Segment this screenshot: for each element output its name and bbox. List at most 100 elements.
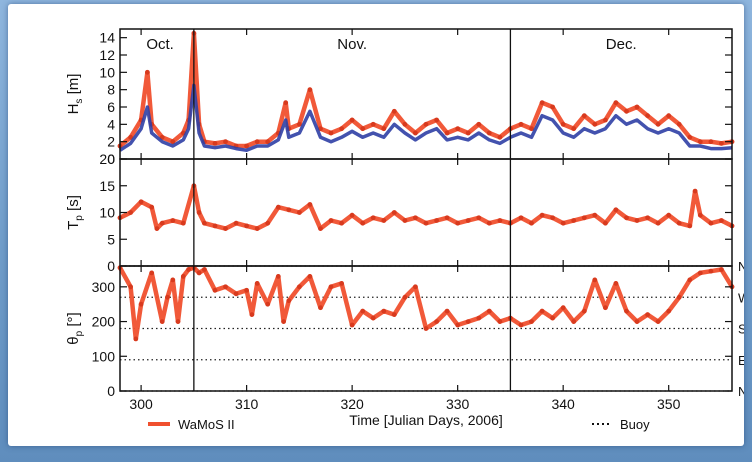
data-point [381, 126, 387, 132]
y-axis-label: Hs [m] [65, 74, 85, 115]
data-point [676, 294, 682, 300]
data-point [687, 134, 693, 140]
data-point [196, 210, 202, 215]
data-point [370, 215, 376, 221]
data-point [297, 284, 302, 290]
data-point [560, 305, 566, 311]
data-point [275, 274, 281, 279]
data-point [339, 126, 344, 132]
data-point [434, 218, 439, 223]
y-axis-label: θp [°] [65, 312, 85, 344]
data-point [634, 319, 640, 324]
data-point [339, 220, 344, 226]
data-point [465, 218, 471, 223]
data-point [413, 284, 418, 290]
data-point [149, 270, 155, 276]
data-point [560, 121, 566, 127]
series-line [117, 31, 735, 149]
data-point [613, 207, 619, 213]
data-point [402, 294, 408, 300]
data-point [318, 305, 323, 311]
legend-label-buoy: Buoy [620, 417, 650, 432]
data-point [128, 284, 133, 290]
data-point [518, 322, 524, 328]
data-point [687, 277, 693, 283]
data-point [233, 291, 239, 297]
data-point [391, 312, 397, 317]
direction-label: N [738, 259, 744, 274]
data-point [455, 220, 461, 226]
data-point [145, 69, 150, 75]
data-point [328, 130, 334, 136]
data-point [444, 308, 450, 314]
data-point [539, 308, 545, 314]
data-point [465, 130, 471, 136]
data-point [571, 319, 577, 324]
data-point [165, 294, 170, 300]
data-point [170, 139, 176, 145]
data-point [281, 319, 286, 324]
data-point [286, 298, 292, 304]
data-point [613, 281, 619, 286]
y-tick-label: 100 [92, 348, 116, 364]
panel-frame [119, 28, 733, 160]
data-point [133, 336, 139, 342]
data-point [307, 87, 313, 93]
data-point [655, 121, 661, 127]
data-point [423, 220, 429, 226]
panel-2: 0 5 10 15 20 Tp [s] [65, 151, 735, 274]
data-point [360, 126, 366, 132]
data-point [592, 121, 598, 127]
data-point [550, 104, 555, 110]
data-point [202, 220, 207, 226]
data-point [186, 267, 192, 272]
data-point [402, 218, 408, 223]
data-point [249, 312, 255, 317]
data-point [603, 220, 608, 226]
data-point [645, 312, 650, 317]
data-point [265, 220, 271, 226]
data-point [497, 218, 503, 223]
data-point [434, 319, 439, 324]
data-point [529, 126, 534, 132]
data-point [687, 223, 693, 229]
x-axis-label: Time [Julian Days, 2006] [349, 412, 503, 428]
y-tick-label: 10 [99, 64, 115, 80]
data-point [413, 130, 418, 136]
data-point [154, 226, 160, 232]
data-point [370, 315, 376, 321]
panel-3: N E S W N 0 100 200 300 θp [°] [65, 259, 744, 399]
data-point [244, 143, 250, 149]
data-point [212, 141, 218, 146]
data-point [571, 126, 577, 132]
data-point [697, 139, 703, 145]
data-point [138, 301, 144, 307]
data-point [719, 141, 724, 146]
data-point [486, 220, 492, 226]
panel-frame [119, 158, 733, 267]
data-point [328, 218, 334, 223]
data-point [349, 322, 355, 328]
data-point [360, 308, 366, 314]
data-point [529, 220, 534, 226]
data-point [175, 319, 181, 324]
data-point [254, 139, 260, 145]
data-point [349, 212, 355, 218]
month-label: Dec. [606, 36, 637, 53]
data-point [666, 212, 672, 218]
y-tick-label: 300 [92, 279, 116, 295]
y-tick-label: 5 [107, 231, 115, 247]
x-tick-label: 320 [340, 396, 364, 412]
data-point [666, 308, 672, 314]
data-point [634, 218, 640, 223]
x-tick-label: 330 [446, 396, 470, 412]
data-point [328, 284, 334, 290]
x-tick-label: 310 [235, 396, 259, 412]
data-point [170, 218, 176, 223]
data-point [692, 188, 698, 194]
data-point [223, 139, 228, 145]
data-point [497, 319, 503, 324]
panel-frame [119, 265, 733, 392]
data-point [550, 215, 555, 221]
